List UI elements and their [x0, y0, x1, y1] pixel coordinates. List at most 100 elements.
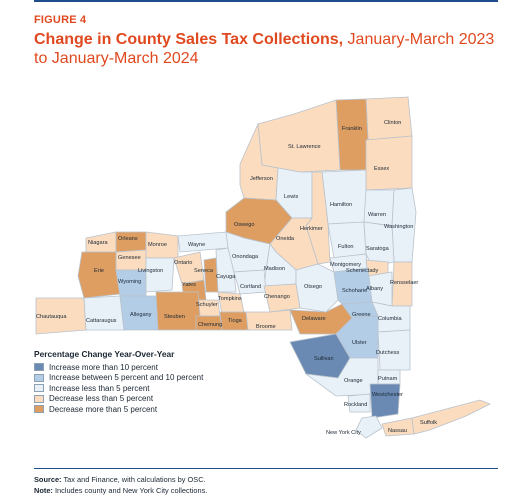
legend-swatch — [34, 373, 44, 382]
figure-label: FIGURE 4 — [34, 14, 87, 26]
county-hamilton — [321, 169, 367, 225]
label-rensselaer: Rensselaer — [390, 280, 418, 286]
label-otsego: Otsego — [304, 284, 322, 290]
label-rockland: Rockland — [344, 402, 367, 408]
label-chautauqua: Chautauqua — [36, 314, 67, 320]
top-rule — [34, 0, 498, 2]
label-livingston: Livingston — [138, 268, 163, 274]
county-clinton — [365, 96, 413, 141]
label-broome: Broome — [256, 324, 276, 330]
label-nassau: Nassau — [388, 428, 407, 434]
county-chenango — [263, 283, 301, 313]
county-orange — [304, 357, 379, 397]
label-niagara: Niagara — [88, 240, 108, 246]
map-legend: Percentage Change Year-Over-Year Increas… — [34, 349, 203, 415]
county-westchester — [369, 383, 401, 419]
label-seneca: Seneca — [194, 268, 214, 274]
label-herkimer: Herkimer — [300, 226, 323, 232]
legend-item: Increase between 5 percent and 10 percen… — [34, 373, 203, 384]
label-oneida: Oneida — [276, 236, 295, 242]
label-fulton: Fulton — [338, 244, 354, 250]
footnote: Note: Includes county and New York City … — [34, 486, 207, 495]
label-tompkins: Tompkins — [218, 296, 242, 302]
label-wyoming: Wyoming — [118, 279, 141, 285]
county-rensselaer — [391, 261, 413, 307]
county-fulton — [327, 221, 367, 259]
label-ontario: Ontario — [174, 260, 192, 266]
label-wayne: Wayne — [188, 242, 205, 248]
label-dutchess: Dutchess — [376, 350, 400, 356]
county-rockland — [347, 393, 371, 413]
label-orleans: Orleans — [118, 236, 138, 242]
map-svg: Clinton Franklin St. Lawrence Essex Jeff… — [35, 96, 491, 439]
label-warren: Warren — [368, 212, 386, 218]
label-cayuga: Cayuga — [216, 274, 236, 280]
label-suffolk: Suffolk — [420, 420, 437, 426]
label-chemung: Chemung — [198, 322, 222, 328]
label-new-york-city: New York City — [326, 430, 361, 436]
county-essex — [365, 135, 413, 191]
county-new-york-city — [355, 415, 383, 439]
legend-item: Decrease less than 5 percent — [34, 394, 203, 405]
label-delaware: Delaware — [302, 316, 326, 322]
county-dutchess — [377, 329, 411, 371]
county-cortland — [233, 269, 267, 295]
label-schoharie: Schoharie — [342, 288, 367, 294]
label-allegany: Allegany — [130, 312, 152, 318]
label-sullivan: Sullivan — [314, 356, 334, 362]
source-text: Tax and Finance, with calculations by OS… — [61, 475, 206, 484]
legend-swatch — [34, 405, 44, 414]
county-steuben — [155, 291, 201, 331]
label-washington: Washington — [384, 224, 413, 230]
label-steuben: Steuben — [164, 314, 185, 320]
county-broome — [245, 309, 293, 331]
label-saratoga: Saratoga — [366, 246, 390, 252]
label-cattaraugus: Cattaraugus — [86, 318, 117, 324]
label-st-lawrence: St. Lawrence — [288, 144, 321, 150]
legend-label: Increase more than 10 percent — [49, 362, 158, 372]
label-columbia: Columbia — [378, 316, 403, 322]
label-madison: Madison — [264, 266, 285, 272]
label-cortland: Cortland — [240, 284, 261, 290]
county-cattaraugus — [83, 295, 125, 331]
label-albany: Albany — [366, 286, 383, 292]
label-schuyler: Schuyler — [196, 302, 218, 308]
label-jefferson: Jefferson — [250, 176, 273, 182]
legend-label: Increase between 5 percent and 10 percen… — [49, 373, 204, 383]
label-clinton: Clinton — [384, 120, 401, 126]
label-schenectady: Schenectady — [346, 268, 379, 274]
note-text: Includes county and New York City collec… — [52, 486, 208, 495]
label-greene: Greene — [352, 312, 371, 318]
label-yates: Yates — [182, 282, 196, 288]
label-chenango: Chenango — [264, 294, 290, 300]
label-hamilton: Hamilton — [330, 202, 352, 208]
legend-swatch — [34, 384, 44, 393]
legend-item: Increase more than 10 percent — [34, 362, 203, 373]
source-note: Source: Tax and Finance, with calculatio… — [34, 475, 206, 484]
label-tioga: Tioga — [228, 318, 243, 324]
label-franklin: Franklin — [342, 126, 362, 132]
legend-swatch — [34, 363, 44, 372]
ny-county-map: Clinton Franklin St. Lawrence Essex Jeff… — [0, 86, 522, 456]
label-erie: Erie — [94, 268, 104, 274]
bottom-rule — [34, 468, 498, 469]
label-putnam: Putnam — [378, 376, 398, 382]
county-suffolk — [411, 399, 491, 435]
legend-label: Decrease more than 5 percent — [49, 404, 158, 414]
label-ulster: Ulster — [352, 340, 367, 346]
figure-title: Change in County Sales Tax Collections, … — [34, 30, 504, 68]
label-monroe: Monroe — [148, 242, 167, 248]
label-montgomery: Montgomery — [330, 262, 361, 268]
label-onondaga: Onondaga — [232, 254, 259, 260]
legend-item: Increase less than 5 percent — [34, 383, 203, 394]
county-franklin — [335, 98, 369, 171]
legend-label: Decrease less than 5 percent — [49, 394, 154, 404]
label-oswego: Oswego — [234, 222, 255, 228]
county-livingston — [145, 257, 175, 293]
label-lewis: Lewis — [284, 194, 299, 200]
legend-swatch — [34, 394, 44, 403]
label-essex: Essex — [374, 166, 389, 172]
county-cayuga — [215, 247, 237, 293]
title-bold: Change in County Sales Tax Collections, — [34, 31, 344, 48]
county-orleans — [115, 231, 147, 253]
